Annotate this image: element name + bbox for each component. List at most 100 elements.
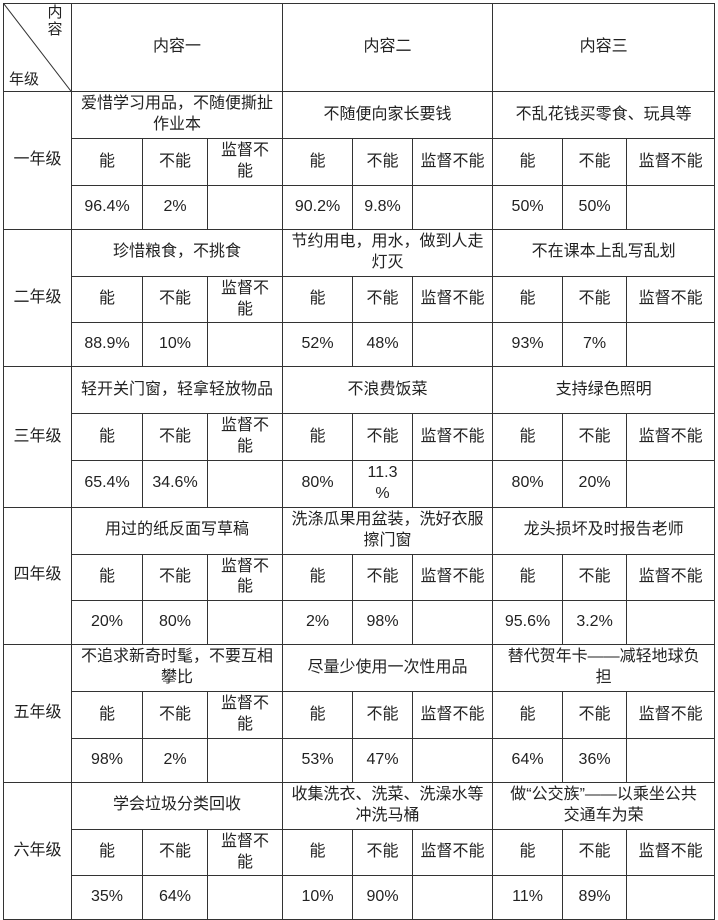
item-description: 龙头损坏及时报告老师 [492, 506, 716, 555]
value-cannot: 89% [562, 875, 628, 920]
sub-header-cannot: 不能 [352, 138, 414, 186]
grade-label: 四年级 [3, 506, 72, 646]
content-column-header-2: 内容二 [282, 2, 494, 93]
value-supervise-cannot [626, 459, 716, 508]
sub-header-supervise-cannot: 监督不能 [412, 138, 494, 186]
sub-header-can: 能 [71, 553, 143, 602]
sub-header-supervise-cannot: 监督不能 [626, 275, 716, 324]
value-cannot: 48% [352, 322, 414, 368]
survey-results-table: 内容 年级 内容一 内容二 内容三 一年级 爱惜学习用品，不随便撕扯 作业本 不… [3, 2, 716, 920]
content-column-header-3: 内容三 [492, 2, 716, 93]
value-can: 90.2% [282, 184, 354, 230]
value-can: 96.4% [71, 184, 143, 230]
value-cannot: 50% [562, 184, 628, 230]
value-can: 64% [492, 737, 564, 783]
value-can: 95.6% [492, 600, 564, 646]
item-description: 珍惜粮食，不挑食 [70, 228, 284, 277]
grade-label: 二年级 [3, 228, 72, 368]
content-column-header-1: 内容一 [70, 2, 284, 93]
item-description: 尽量少使用一次性用品 [282, 644, 494, 693]
value-cannot: 20% [562, 459, 628, 508]
sub-header-cannot: 不能 [142, 691, 208, 739]
value-can: 88.9% [71, 322, 143, 368]
value-supervise-cannot [412, 737, 494, 783]
value-cannot: 10% [142, 322, 208, 368]
value-supervise-cannot [626, 322, 716, 368]
grade-label: 三年级 [3, 366, 72, 508]
sub-header-supervise-cannot: 监督不 能 [206, 553, 284, 602]
item-description: 节约用电，用水，做到人走 灯灭 [282, 228, 494, 277]
sub-header-supervise-cannot: 监督不能 [412, 275, 494, 324]
value-cannot: 2% [142, 737, 208, 783]
value-supervise-cannot [626, 184, 716, 230]
value-cannot: 64% [142, 875, 208, 920]
value-cannot: 34.6% [142, 459, 208, 508]
value-supervise-cannot [412, 875, 494, 920]
sub-header-can: 能 [492, 553, 564, 602]
sub-header-can: 能 [282, 138, 354, 186]
value-supervise-cannot [206, 600, 284, 646]
item-description: 用过的纸反面写草稿 [70, 506, 284, 555]
item-description: 不追求新奇时髦，不要互相 攀比 [70, 644, 284, 693]
value-cannot: 11.3 % [352, 459, 414, 508]
sub-header-cannot: 不能 [562, 553, 628, 602]
corner-cell: 内容 年级 [3, 2, 72, 93]
sub-header-cannot: 不能 [562, 691, 628, 739]
value-can: 80% [492, 459, 564, 508]
item-description: 轻开关门窗，轻拿轻放物品 [70, 366, 284, 415]
value-cannot: 80% [142, 600, 208, 646]
value-supervise-cannot [626, 737, 716, 783]
value-can: 80% [282, 459, 354, 508]
sub-header-can: 能 [282, 413, 354, 461]
sub-header-supervise-cannot: 监督不 能 [206, 691, 284, 739]
sub-header-can: 能 [71, 275, 143, 324]
item-description: 替代贺年卡——减轻地球负 担 [492, 644, 716, 693]
sub-header-cannot: 不能 [352, 413, 414, 461]
sub-header-cannot: 不能 [352, 691, 414, 739]
sub-header-cannot: 不能 [142, 828, 208, 877]
value-supervise-cannot [412, 600, 494, 646]
value-can: 98% [71, 737, 143, 783]
sub-header-cannot: 不能 [142, 275, 208, 324]
sub-header-supervise-cannot: 监督不能 [412, 413, 494, 461]
sub-header-can: 能 [282, 553, 354, 602]
sub-header-supervise-cannot: 监督不能 [626, 413, 716, 461]
value-cannot: 47% [352, 737, 414, 783]
sub-header-cannot: 不能 [562, 828, 628, 877]
item-description: 洗涤瓜果用盆装，洗好衣服 擦门窗 [282, 506, 494, 555]
value-can: 11% [492, 875, 564, 920]
value-supervise-cannot [206, 322, 284, 368]
value-can: 20% [71, 600, 143, 646]
item-description: 学会垃圾分类回收 [70, 781, 284, 830]
item-description: 不在课本上乱写乱划 [492, 228, 716, 277]
sub-header-can: 能 [282, 828, 354, 877]
sub-header-cannot: 不能 [562, 413, 628, 461]
value-can: 10% [282, 875, 354, 920]
corner-content-label: 内容 [47, 4, 63, 38]
sub-header-cannot: 不能 [142, 413, 208, 461]
item-description: 不乱花钱买零食、玩具等 [492, 91, 716, 140]
value-can: 2% [282, 600, 354, 646]
value-supervise-cannot [206, 875, 284, 920]
value-supervise-cannot [206, 184, 284, 230]
sub-header-cannot: 不能 [562, 138, 628, 186]
value-cannot: 98% [352, 600, 414, 646]
value-supervise-cannot [626, 875, 716, 920]
sub-header-cannot: 不能 [352, 828, 414, 877]
sub-header-can: 能 [71, 138, 143, 186]
diagonal-divider [4, 4, 71, 91]
value-cannot: 2% [142, 184, 208, 230]
sub-header-can: 能 [492, 413, 564, 461]
sub-header-cannot: 不能 [562, 275, 628, 324]
corner-grade-label: 年级 [9, 70, 40, 88]
sub-header-supervise-cannot: 监督不能 [626, 691, 716, 739]
value-supervise-cannot [626, 600, 716, 646]
value-supervise-cannot [206, 459, 284, 508]
item-description: 爱惜学习用品，不随便撕扯 作业本 [70, 91, 284, 140]
sub-header-supervise-cannot: 监督不能 [412, 691, 494, 739]
value-supervise-cannot [412, 459, 494, 508]
item-description: 支持绿色照明 [492, 366, 716, 415]
value-cannot: 36% [562, 737, 628, 783]
sub-header-supervise-cannot: 监督不能 [412, 828, 494, 877]
value-cannot: 7% [562, 322, 628, 368]
